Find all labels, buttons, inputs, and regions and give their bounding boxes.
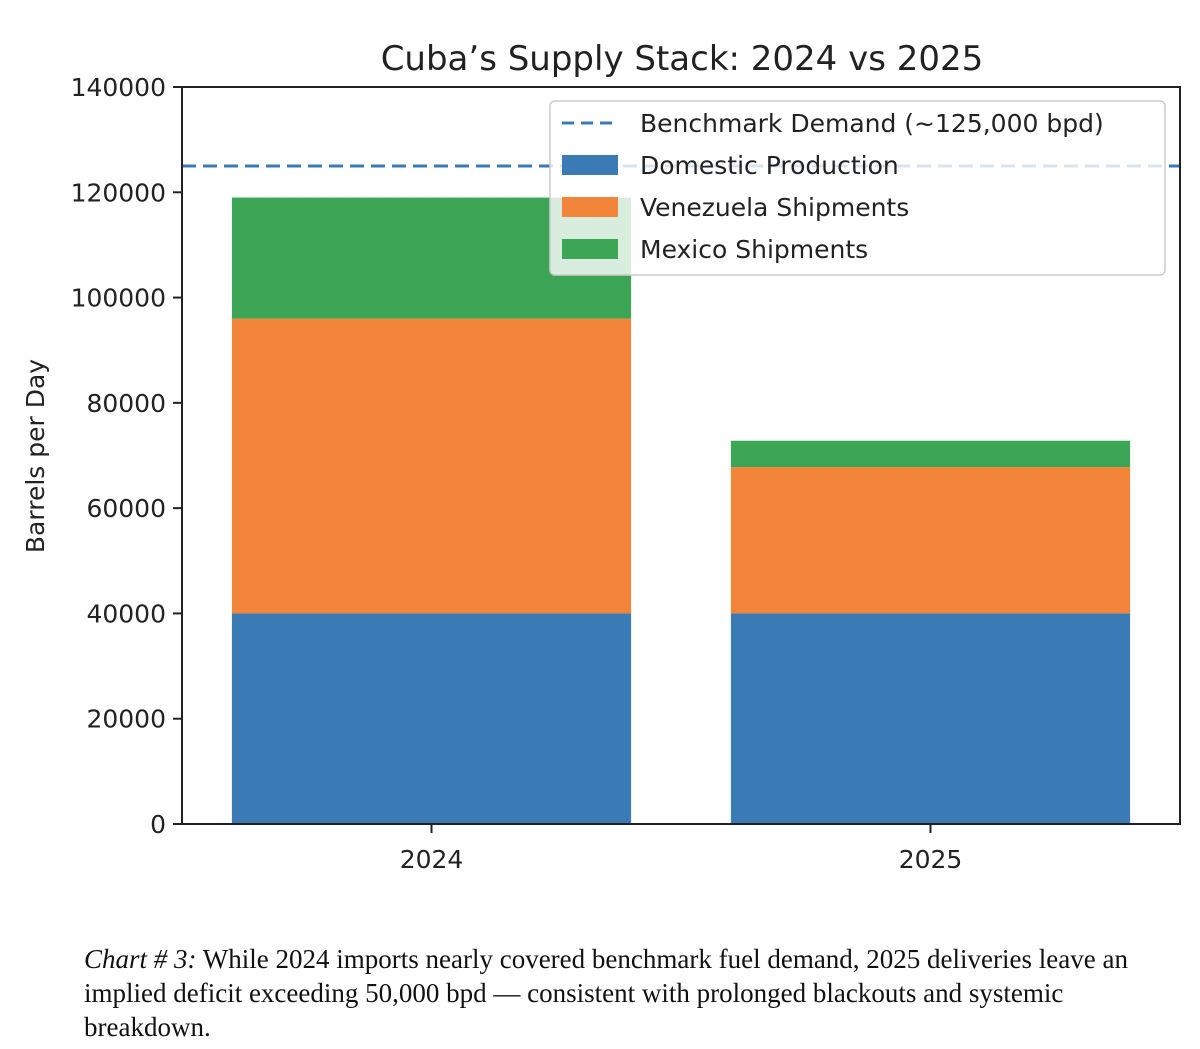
axes-layer (181, 86, 1181, 825)
chart-caption: Chart # 3: While 2024 imports nearly cov… (84, 942, 1184, 1044)
y-tick-label: 100000 (71, 284, 166, 313)
bars-layer (231, 197, 1131, 824)
legend-swatch-mexico-shipments (562, 239, 618, 259)
bar-domestic-production-2024 (231, 613, 632, 824)
legend: Benchmark Demand (~125,000 bpd) Domestic … (549, 100, 1166, 276)
y-tick-label: 140000 (71, 73, 166, 102)
y-tick-label: 40000 (86, 599, 166, 628)
y-tick-label: 20000 (86, 705, 166, 734)
y-axis-label: Barrels per Day (21, 359, 50, 553)
supply-stack-chart: 020000400006000080000100000120000140000 … (21, 39, 1181, 874)
x-ticks: 2024 2025 (400, 824, 963, 874)
legend-label-benchmark-demand-125-000-bpd: Benchmark Demand (~125,000 bpd) (640, 109, 1104, 138)
x-tick-label: 2024 (400, 845, 464, 874)
legend-box (549, 100, 1166, 276)
y-ticks: 0 20000 40000 60000 80000 100000 120000 140000 (71, 73, 182, 839)
legend-swatch-venezuela-shipments (562, 197, 618, 217)
legend-label-domestic-production: Domestic Production (640, 151, 899, 180)
legend-swatch-domestic-production (562, 155, 618, 175)
y-tick-label: 80000 (86, 389, 166, 418)
bar-venezuela-shipments-2024 (231, 318, 632, 614)
caption-text: While 2024 imports nearly covered benchm… (84, 944, 1128, 1042)
caption-label: Chart # 3: (84, 944, 197, 974)
legend-label-mexico-shipments: Mexico Shipments (640, 235, 868, 264)
legend-label-venezuela-shipments: Venezuela Shipments (640, 193, 909, 222)
plot-frame (181, 86, 1181, 825)
y-tick-label: 120000 (71, 178, 166, 207)
y-tick-label: 60000 (86, 494, 166, 523)
chart-title: Cuba’s Supply Stack: 2024 vs 2025 (381, 39, 984, 79)
bar-domestic-production-2025 (730, 613, 1131, 824)
bar-venezuela-shipments-2025 (730, 467, 1131, 614)
y-tick-label: 0 (150, 810, 166, 839)
bar-mexico-shipments-2025 (730, 440, 1131, 468)
x-tick-label: 2025 (899, 845, 963, 874)
